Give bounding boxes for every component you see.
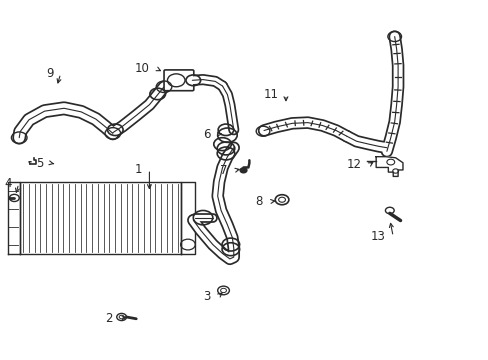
- Circle shape: [240, 168, 246, 173]
- FancyBboxPatch shape: [163, 70, 193, 91]
- Text: 9: 9: [46, 67, 53, 80]
- Text: 1: 1: [134, 163, 142, 176]
- Text: 11: 11: [263, 88, 278, 101]
- Polygon shape: [20, 182, 181, 253]
- Polygon shape: [8, 182, 20, 253]
- Text: 5: 5: [36, 157, 43, 170]
- Text: 13: 13: [370, 230, 385, 243]
- Text: 4: 4: [4, 177, 11, 190]
- Text: 2: 2: [105, 311, 113, 325]
- Circle shape: [217, 286, 229, 295]
- Text: 7: 7: [220, 164, 227, 177]
- Text: 8: 8: [255, 195, 263, 208]
- Text: 3: 3: [203, 290, 210, 303]
- Circle shape: [117, 314, 126, 320]
- Text: 12: 12: [346, 158, 361, 171]
- Text: 10: 10: [134, 62, 149, 75]
- Polygon shape: [181, 182, 194, 253]
- Text: 6: 6: [203, 127, 210, 141]
- Circle shape: [275, 195, 288, 205]
- Polygon shape: [375, 157, 402, 176]
